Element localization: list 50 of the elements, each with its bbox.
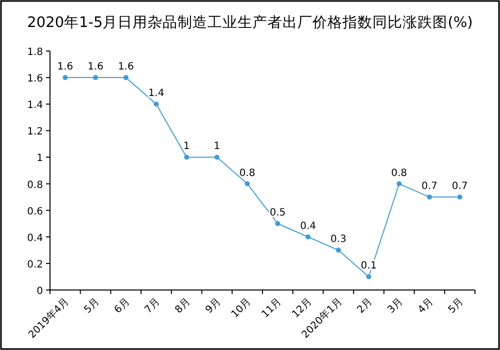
x-tick-label: 11月	[260, 296, 284, 320]
point	[62, 75, 68, 80]
x-tick-label: 10月	[230, 296, 254, 320]
y-tick-label: 1.8	[27, 47, 43, 58]
point	[396, 181, 402, 186]
data-label: 1.6	[88, 62, 104, 73]
point	[214, 154, 220, 160]
y-tick-label: 0.8	[27, 180, 43, 191]
data-label: 0.5	[270, 208, 286, 219]
point	[306, 234, 311, 240]
x-tick-label: 9月	[204, 296, 224, 316]
point	[184, 154, 190, 160]
data-label: 0.4	[300, 220, 316, 232]
data-label: 0.8	[239, 168, 256, 179]
x-tick-label: 5月	[82, 296, 102, 316]
y-tick-label: 1.4	[27, 100, 43, 112]
x-tick-label: 4月	[416, 296, 436, 316]
point	[426, 194, 432, 200]
x-tick-label: 8月	[173, 296, 193, 316]
point	[366, 274, 372, 280]
x-tick-label: 6月	[112, 296, 132, 316]
y-tick-label: 0.4	[27, 232, 43, 244]
data-label: 1.4	[148, 88, 164, 100]
data-label: 1	[183, 141, 190, 152]
x-tick-label: 3月	[386, 296, 406, 316]
y-tick-label: 0	[36, 286, 43, 297]
point	[275, 221, 280, 226]
data-label: 0.8	[391, 168, 408, 179]
data-label: 1	[214, 141, 220, 152]
chart-title: 2020年1-5月日用杂品制造工业生产者出厂价格指数同比涨跌图(%)	[27, 14, 473, 31]
data-label: 0.7	[422, 181, 438, 192]
data-label: 1.6	[118, 62, 134, 73]
point	[154, 102, 159, 107]
point	[336, 248, 341, 253]
x-tick-label: 12月	[290, 296, 314, 320]
y-tick-label: 1	[36, 153, 43, 164]
y-tick-label: 0.2	[27, 259, 43, 270]
y-tick-label: 0.6	[27, 206, 43, 218]
y-tick-label: 1.2	[27, 126, 43, 138]
point	[457, 194, 462, 200]
x-tick-label: 5月	[446, 296, 466, 316]
point	[93, 75, 98, 80]
data-label: 0.3	[330, 234, 346, 246]
data-label: 0.7	[452, 181, 468, 192]
x-tick-label: 2月	[356, 296, 375, 316]
data-label: 1.6	[57, 62, 74, 73]
point	[123, 75, 128, 80]
y-tick-label: 1.6	[27, 74, 43, 85]
point	[244, 181, 250, 186]
x-tick-label: 7月	[143, 296, 162, 316]
